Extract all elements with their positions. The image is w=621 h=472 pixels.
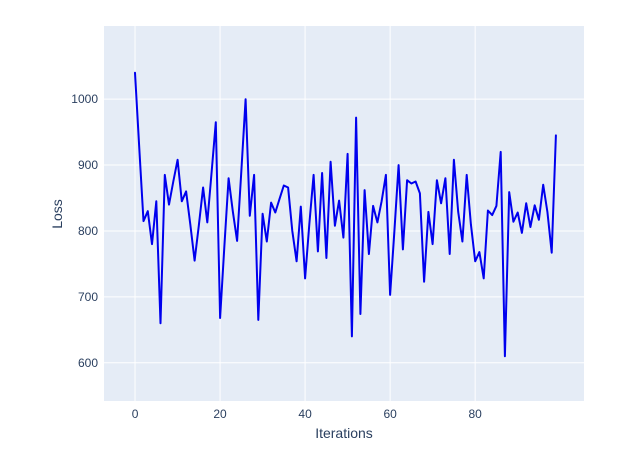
loss-line-series[interactable] [134, 71, 557, 358]
x-axis-title: Iterations [315, 425, 373, 441]
x-tick-label: 60 [383, 407, 397, 421]
y-tick-label: 1000 [71, 92, 98, 107]
x-tick-label: 20 [213, 407, 227, 421]
y-tick-label: 700 [77, 289, 98, 304]
y-axis-title: Loss [49, 198, 65, 229]
y-tick-label: 600 [77, 355, 98, 370]
x-tick-label: 0 [131, 407, 139, 421]
x-tick-label: 40 [298, 407, 312, 421]
y-tick-label: 800 [77, 223, 98, 238]
x-tick-label: 80 [468, 407, 482, 421]
y-tick-label: 900 [77, 158, 98, 173]
